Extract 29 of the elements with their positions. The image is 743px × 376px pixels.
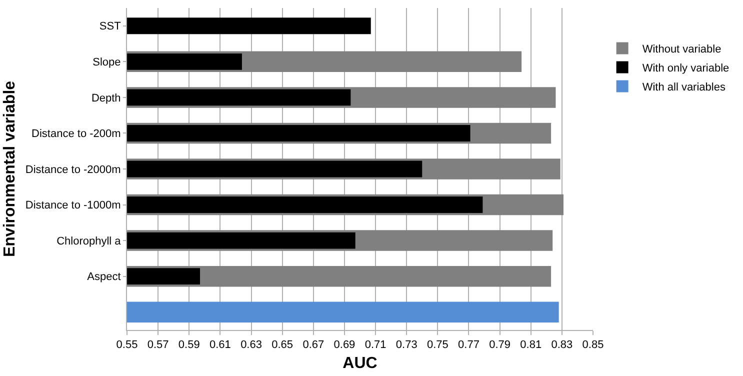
y-tick-label: SST [99, 20, 122, 33]
y-axis-title: Environmental variable [1, 80, 18, 258]
y-tick-label: Distance to -1000m [25, 200, 121, 212]
y-tick-label: Depth [91, 92, 121, 104]
y-tick-label: Slope [92, 56, 121, 69]
y-tick-label: Distance to -200m [32, 128, 121, 140]
x-tick-label: 0.85 [582, 339, 604, 352]
x-tick-label: 0.55 [116, 339, 138, 352]
x-tick-label: 0.73 [396, 339, 418, 352]
x-tick-label: 0.69 [334, 339, 356, 352]
x-axis-title: AUC [342, 354, 378, 372]
x-tick-label: 0.79 [489, 339, 511, 352]
x-tick-label: 0.81 [520, 339, 542, 352]
x-tick-label: 0.67 [302, 339, 324, 352]
x-tick-label: 0.71 [364, 339, 386, 352]
x-tick-label: 0.61 [209, 339, 231, 352]
legend-label: Without variable [642, 44, 722, 56]
x-tick-label: 0.59 [178, 339, 200, 352]
legend-label: With only variable [642, 62, 730, 75]
x-tick-label: 0.83 [551, 339, 573, 352]
x-tick-label: 0.57 [147, 339, 169, 352]
legend-label: With all variables [642, 82, 726, 94]
x-tick-label: 0.65 [272, 339, 294, 352]
x-tick-label: 0.63 [240, 339, 262, 352]
y-tick-label: Chlorophyll a [56, 235, 122, 248]
y-tick-label: Aspect [87, 271, 121, 284]
y-tick-label: Distance to -2000m [25, 164, 121, 176]
x-tick-label: 0.77 [458, 339, 480, 352]
x-tick-label: 0.75 [426, 339, 448, 352]
